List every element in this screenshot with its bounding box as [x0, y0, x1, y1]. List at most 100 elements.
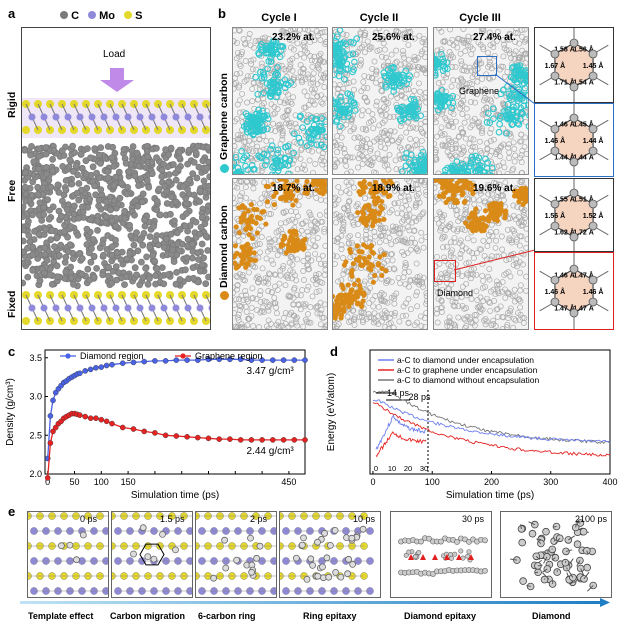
- cycle-3-label: Cycle III: [459, 12, 501, 24]
- data-point: [52, 389, 59, 396]
- data-point: [52, 424, 59, 431]
- legend-marker: [65, 353, 71, 359]
- panel-e-label: e: [8, 504, 16, 519]
- inset-tick-label: 30: [420, 464, 428, 473]
- series-line: [375, 431, 427, 458]
- x-tick-label: 0: [45, 477, 50, 487]
- data-point: [237, 437, 244, 443]
- inset-tick-label: 20: [404, 464, 412, 473]
- legend-dot-c: [60, 11, 68, 19]
- zoom-2: 1.44 Å 1.44 Å 1.46 Å 1.46 Å 1.45 Å 1.44 Å: [534, 103, 614, 177]
- legend-dot-s: [124, 11, 133, 19]
- graphene-cycle-1-image: [232, 27, 328, 175]
- data-point: [227, 356, 233, 363]
- data-point: [119, 360, 126, 367]
- graphene-zoom-box: [477, 56, 497, 76]
- data-point: [216, 356, 222, 363]
- legend-mo: Mo: [99, 10, 116, 22]
- data-point: [184, 434, 190, 440]
- annotation-graphene: 2.44 g/cm³: [247, 446, 295, 457]
- legend-marker: [180, 353, 186, 359]
- y-tick-label: 2.0: [29, 469, 42, 479]
- x-tick-label: 200: [484, 477, 499, 487]
- y-tick-label: 3.0: [29, 392, 42, 402]
- data-point: [162, 432, 169, 439]
- stage-ring-epitaxy: Ring epitaxy: [303, 611, 357, 621]
- y-tick-label: 2.5: [29, 430, 42, 440]
- diamond-zoom-box: [434, 260, 456, 282]
- series-line: [375, 414, 427, 450]
- data-point: [162, 358, 169, 364]
- snapshot-10ps: [279, 511, 381, 598]
- x-tick-label: 400: [602, 477, 617, 487]
- series-line: [372, 402, 611, 457]
- x-axis-label: Simulation time (ps): [131, 490, 219, 501]
- data-point: [173, 357, 180, 363]
- legend-label: Diamond region: [80, 351, 144, 361]
- y-axis-label: Energy (eV/atom): [326, 373, 337, 451]
- data-point: [44, 475, 51, 481]
- data-point: [50, 428, 56, 435]
- legend-label: a-C to diamond without encapsulation: [397, 375, 539, 385]
- data-point: [130, 426, 137, 432]
- graphene-color-dot: [220, 164, 229, 173]
- graphene-cycle-2-image: [332, 27, 428, 175]
- graphene-pct-1: 23.2% at.: [272, 32, 315, 43]
- data-point: [98, 364, 105, 370]
- stage-6-carbon-ring: 6-carbon ring: [198, 611, 256, 621]
- stage-diamond: Diamond: [532, 611, 571, 621]
- x-tick-label: 100: [94, 477, 109, 487]
- snapshot-30ps: [390, 511, 492, 598]
- data-point: [205, 356, 212, 363]
- data-point: [77, 412, 83, 418]
- data-point: [302, 437, 308, 443]
- stage-carbon-migration: Carbon migration: [110, 611, 186, 621]
- data-point: [98, 416, 105, 423]
- diamond-pct-3: 19.6% at.: [473, 183, 516, 194]
- graphene-cycle-3-image: [433, 27, 529, 175]
- zoom-4: 1.47 Å 1.47 Å 1.46 Å 1.46 Å 1.47 Å 1.46 Å: [534, 252, 614, 330]
- data-point: [93, 415, 99, 421]
- data-point: [77, 370, 83, 377]
- zoom-1: 1.54 Å 1.71 Å 1.67 Å 1.58 Å 1.56 Å 1.45 Å: [534, 27, 614, 103]
- panel-d-label: d: [330, 344, 338, 359]
- snapshot-0ps: [27, 511, 109, 598]
- data-point: [291, 437, 298, 443]
- diamond-cycle-3-image: [433, 178, 529, 330]
- snapshot-2100ps: [500, 511, 612, 598]
- data-point: [82, 368, 88, 374]
- data-point: [194, 357, 201, 363]
- data-point: [141, 428, 147, 435]
- data-point: [93, 364, 99, 371]
- y-axis-label: Density (g/cm³): [5, 378, 16, 446]
- data-point: [269, 437, 276, 443]
- data-point: [194, 434, 201, 441]
- cycle-2-label: Cycle II: [359, 12, 399, 24]
- data-point: [173, 433, 180, 439]
- legend-dot-mo: [88, 11, 97, 19]
- legend-label: Graphene region: [195, 351, 263, 361]
- data-point: [280, 357, 287, 363]
- legend-label: a-C to diamond under encapsulation: [397, 355, 534, 365]
- diamond-color-dot: [220, 291, 229, 300]
- time-4: 30 ps: [462, 514, 485, 524]
- x-tick-label: 150: [121, 477, 136, 487]
- data-point: [130, 359, 137, 366]
- annotation-28ps: 28 ps: [409, 392, 432, 402]
- legend-s: S: [135, 10, 143, 22]
- x-tick-label: 0: [370, 477, 375, 487]
- diamond-pct-2: 18.9% at.: [372, 183, 415, 194]
- data-point: [205, 435, 212, 442]
- series-line: [372, 399, 611, 443]
- stage-diamond-epitaxy: Diamond epitaxy: [404, 611, 477, 621]
- data-point: [109, 420, 115, 427]
- time-5: 2100 ps: [575, 514, 608, 524]
- data-point: [141, 358, 147, 365]
- inset-tick-label: 10: [388, 464, 396, 473]
- x-tick-label: 50: [69, 477, 79, 487]
- load-label: Load: [103, 49, 126, 60]
- data-point: [248, 437, 255, 443]
- data-point: [237, 356, 244, 363]
- data-point: [259, 357, 265, 363]
